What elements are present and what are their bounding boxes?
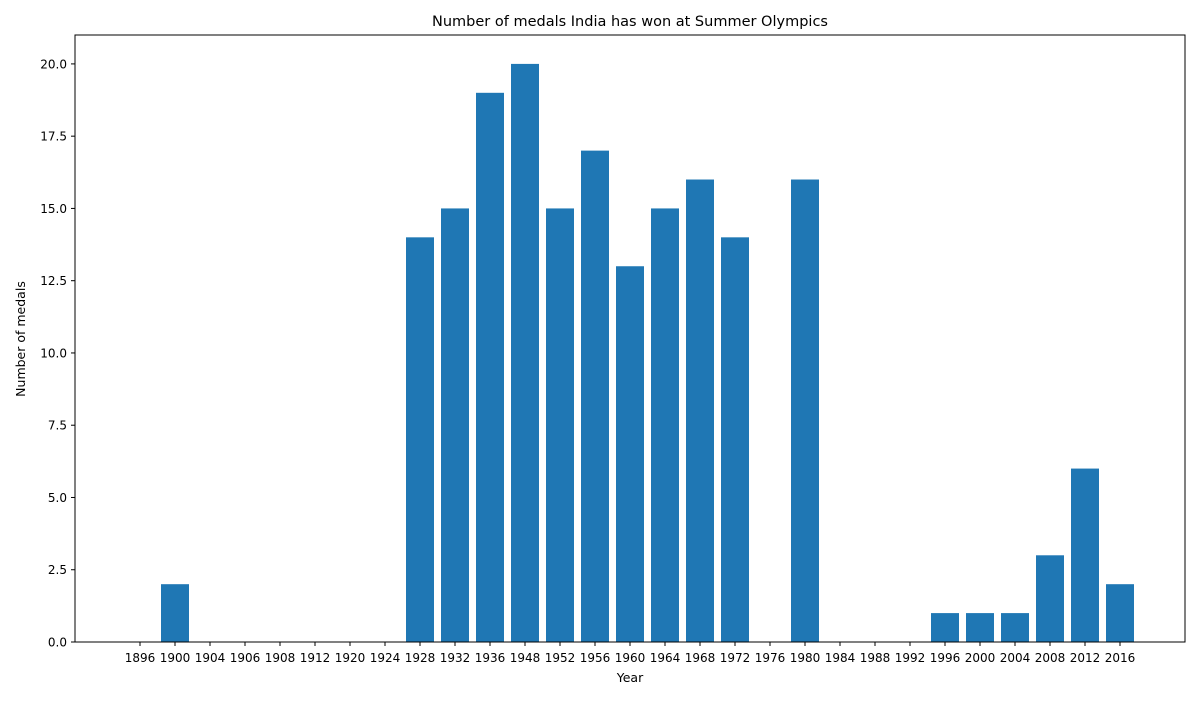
x-tick-label: 1988 — [860, 651, 891, 665]
x-tick-label: 1992 — [895, 651, 926, 665]
y-axis-label: Number of medals — [13, 281, 28, 397]
x-tick-label: 1956 — [580, 651, 611, 665]
bars-layer — [161, 63, 1134, 642]
y-tick-label: 0.0 — [48, 636, 67, 650]
x-tick-label: 1932 — [440, 651, 471, 665]
x-tick-label: 1976 — [755, 651, 786, 665]
x-tick-label: 1906 — [230, 651, 261, 665]
chart-title: Number of medals India has won at Summer… — [432, 14, 828, 30]
bar-1972 — [721, 237, 749, 642]
x-tick-label: 1896 — [125, 651, 156, 665]
bar-1932 — [441, 208, 469, 642]
bar-1996 — [931, 613, 959, 642]
x-tick-label: 1912 — [300, 651, 331, 665]
x-ticks-layer: 1896 1900 1904 1906 1908 1912 1920 1924 1928 1932… — [125, 642, 1136, 665]
x-tick-label: 2000 — [965, 651, 996, 665]
x-axis-label: Year — [616, 670, 644, 685]
y-tick-label: 12.5 — [40, 274, 67, 288]
x-tick-label: 1908 — [265, 651, 296, 665]
y-tick-label: 17.5 — [40, 130, 67, 144]
x-tick-label: 1968 — [685, 651, 716, 665]
bar-1968 — [686, 179, 714, 642]
x-tick-label: 2008 — [1035, 651, 1066, 665]
bar-2000 — [966, 613, 994, 642]
x-tick-label: 1972 — [720, 651, 751, 665]
bar-2016 — [1106, 584, 1134, 642]
bar-2012 — [1071, 468, 1099, 642]
x-tick-label: 1960 — [615, 651, 646, 665]
x-tick-label: 1996 — [930, 651, 961, 665]
x-tick-label: 1984 — [825, 651, 856, 665]
x-tick-label: 1924 — [370, 651, 401, 665]
bar-1956 — [581, 150, 609, 642]
bar-1952 — [546, 208, 574, 642]
x-tick-label: 1964 — [650, 651, 681, 665]
x-tick-label: 2004 — [1000, 651, 1031, 665]
x-tick-label: 1900 — [160, 651, 191, 665]
bar-1948 — [511, 63, 539, 642]
y-tick-label: 2.5 — [48, 563, 67, 577]
bar-2004 — [1001, 613, 1029, 642]
y-tick-label: 15.0 — [40, 202, 67, 216]
x-tick-label: 1920 — [335, 651, 366, 665]
x-tick-label: 1928 — [405, 651, 436, 665]
y-ticks-layer: 0.0 2.5 5.0 7.5 10.0 12.5 15.0 17.5 20.0 — [40, 57, 75, 650]
bar-1960 — [616, 266, 644, 642]
bar-1900 — [161, 584, 189, 642]
bar-2008 — [1036, 555, 1064, 642]
x-tick-label: 1980 — [790, 651, 821, 665]
x-tick-label: 1952 — [545, 651, 576, 665]
bar-1964 — [651, 208, 679, 642]
bar-1980 — [791, 179, 819, 642]
y-tick-label: 5.0 — [48, 491, 67, 505]
x-tick-label: 1904 — [195, 651, 226, 665]
x-tick-label: 2012 — [1070, 651, 1101, 665]
x-tick-label: 1948 — [510, 651, 541, 665]
y-tick-label: 7.5 — [48, 419, 67, 433]
y-tick-label: 20.0 — [40, 57, 67, 71]
x-tick-label: 1936 — [475, 651, 506, 665]
bar-1936 — [476, 92, 504, 642]
x-tick-label: 2016 — [1105, 651, 1136, 665]
bar-1928 — [406, 237, 434, 642]
y-tick-label: 10.0 — [40, 346, 67, 360]
